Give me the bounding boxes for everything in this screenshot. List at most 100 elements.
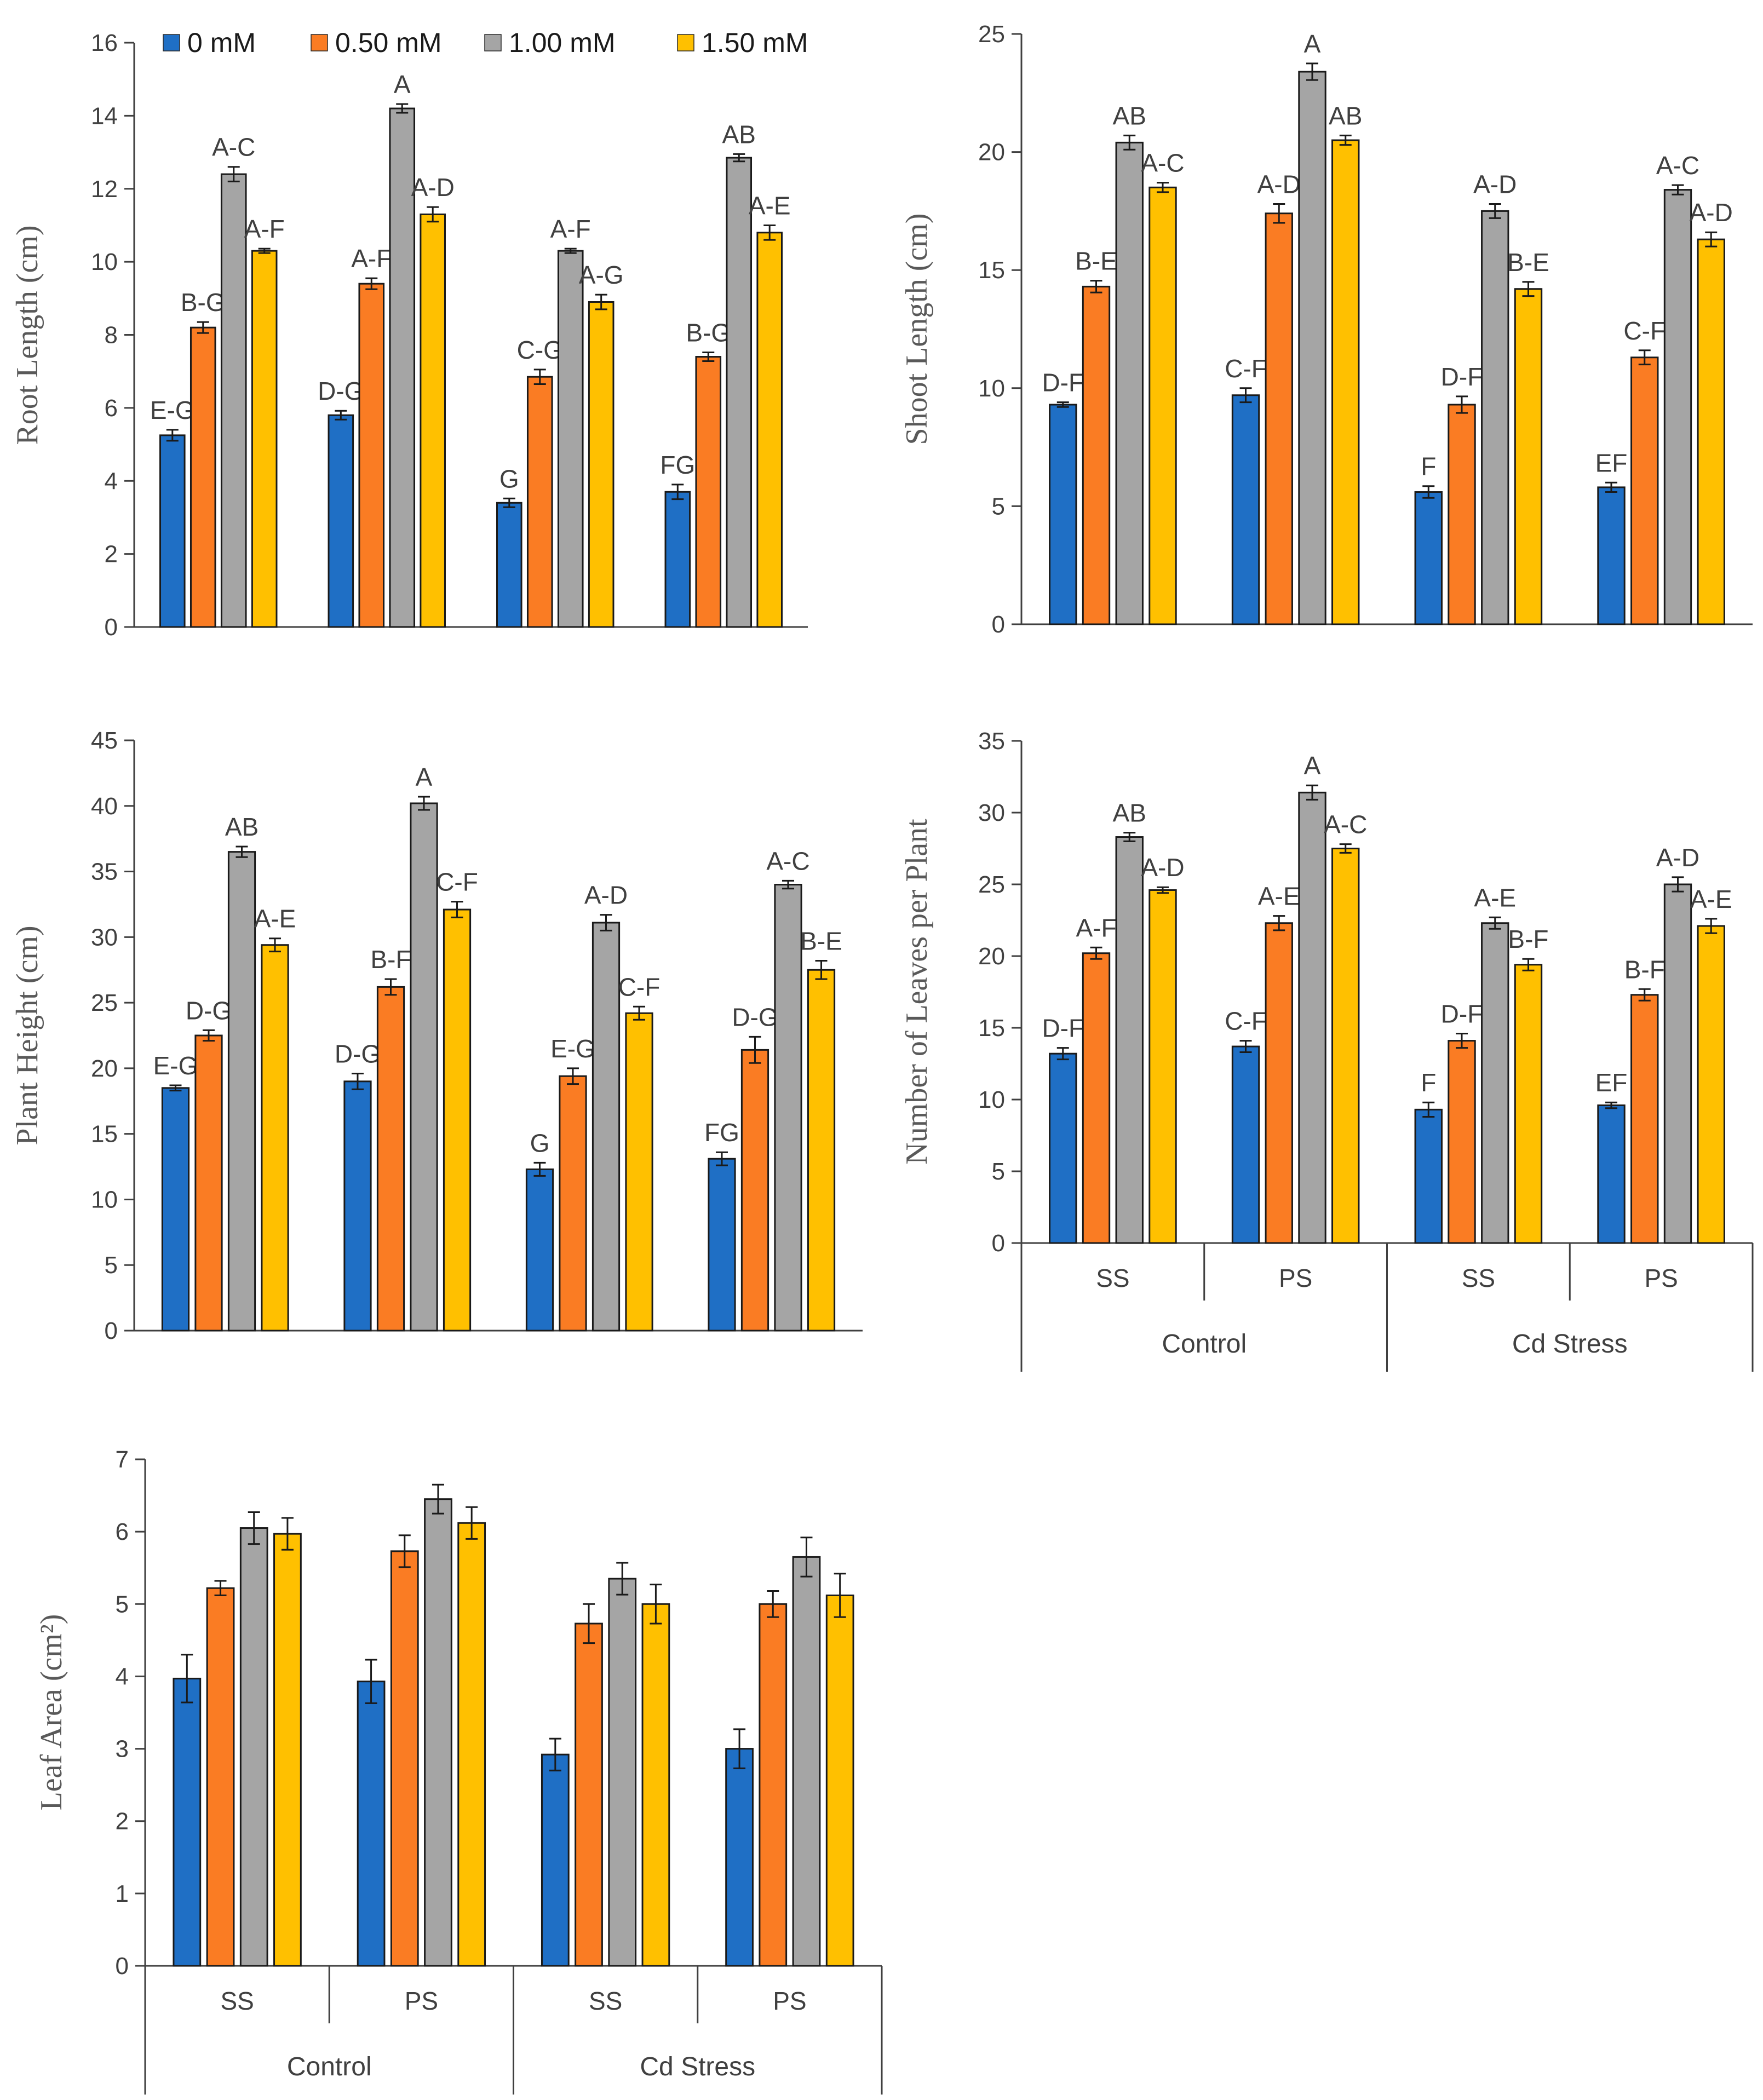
bar	[588, 301, 615, 628]
significance-label: AB	[225, 813, 259, 841]
bar	[1448, 404, 1476, 625]
condition-label: Control	[287, 2052, 372, 2081]
category-label: PS	[405, 1987, 438, 2015]
bar	[1298, 71, 1326, 625]
y-tick-label: 4	[116, 1663, 129, 1690]
significance-label: B-E	[1075, 247, 1117, 275]
plant-height-chart: 0 5 10 15 20 25 30 35 40 45 Plant Height (cm) E-G D-…	[10, 727, 863, 1344]
significance-label: A-G	[579, 261, 624, 289]
bar	[1697, 238, 1725, 625]
bar	[1597, 486, 1626, 625]
significance-label: B-F	[370, 945, 411, 974]
bar	[726, 157, 753, 628]
legend-swatch	[163, 34, 180, 51]
legend: 0 mM 0.50 mM 1.00 mM 1.50 mM	[163, 27, 808, 58]
bar	[541, 1753, 570, 1967]
bar	[1115, 141, 1144, 625]
significance-label: A-D	[411, 173, 455, 202]
y-tick-label: 16	[91, 30, 118, 56]
bar	[1331, 848, 1360, 1244]
bar	[1630, 994, 1659, 1244]
bar	[358, 283, 385, 628]
bar	[1049, 1052, 1077, 1244]
y-tick-label: 6	[105, 395, 118, 422]
y-tick-label: 25	[978, 21, 1005, 48]
y-tick-label: 30	[91, 924, 118, 951]
significance-label: D-G	[186, 996, 232, 1025]
bar	[740, 1049, 769, 1332]
bar	[1265, 922, 1293, 1244]
bar	[774, 884, 802, 1332]
bar	[159, 434, 186, 628]
root-length-chart: 0 2 4 6 8 10 12 14 16 Root Length (cm) E-G B-G A-C A-…	[10, 30, 808, 641]
significance-label: A-C	[1141, 149, 1184, 177]
y-tick-label: 40	[91, 793, 118, 820]
y-tick-label: 25	[978, 871, 1005, 898]
bar	[1414, 1108, 1443, 1244]
bar	[390, 1550, 419, 1967]
bar	[457, 1522, 486, 1967]
significance-label: A-D	[1257, 170, 1301, 198]
y-tick-label: 0	[992, 1230, 1005, 1257]
significance-label: A	[1304, 30, 1321, 58]
bar	[1630, 356, 1659, 625]
significance-label: B-F	[1508, 925, 1548, 953]
significance-label: G	[530, 1129, 550, 1157]
shoot-length-chart: 0 5 10 15 20 25 Shoot Length (cm) D-F B-E AB A-C C-…	[900, 21, 1753, 638]
bar	[759, 1603, 788, 1967]
y-tick-label: 10	[91, 249, 118, 275]
significance-label: C-F	[1225, 354, 1267, 383]
bar	[357, 1681, 386, 1967]
category-label: SS	[589, 1987, 622, 2015]
bar	[1148, 186, 1177, 625]
bar	[792, 1556, 821, 1967]
significance-label: C-F	[1225, 1007, 1267, 1035]
y-tick-label: 0	[105, 614, 118, 641]
category-label: SS	[220, 1987, 254, 2015]
bar	[825, 1594, 854, 1967]
bar	[1597, 1104, 1626, 1244]
bar	[189, 326, 216, 628]
significance-label: B-G	[686, 319, 731, 347]
bar	[261, 944, 289, 1332]
bar	[1514, 288, 1543, 625]
bar	[424, 1498, 452, 1967]
significance-label: FG	[660, 451, 695, 479]
significance-label: E-G	[550, 1034, 595, 1063]
bar	[251, 250, 278, 628]
significance-label: B-G	[181, 288, 226, 317]
y-tick-label: 10	[978, 375, 1005, 402]
y-tick-label: 8	[105, 322, 118, 349]
significance-label: D-F	[1042, 369, 1084, 397]
y-axis-title: Number of Leaves per Plant	[900, 819, 934, 1165]
significance-label: A-E	[1258, 882, 1300, 911]
significance-label: D-G	[335, 1039, 381, 1068]
bar	[1448, 1040, 1476, 1244]
significance-label: A-D	[1473, 170, 1517, 198]
bar	[496, 502, 522, 628]
condition-label: Control	[1162, 1330, 1247, 1359]
legend-swatch	[311, 34, 328, 51]
legend-label: 0.50 mM	[335, 27, 442, 58]
bar	[575, 1623, 603, 1967]
significance-label: F	[1421, 1068, 1436, 1097]
y-axis-title: Leaf Area (cm²)	[35, 1614, 68, 1811]
bar	[756, 232, 783, 628]
y-tick-label: 2	[116, 1808, 129, 1835]
bar	[695, 356, 722, 628]
significance-label: A-C	[766, 847, 809, 875]
y-tick-label: 15	[978, 257, 1005, 284]
significance-label: A-D	[1656, 843, 1699, 872]
significance-label: B-F	[1624, 955, 1665, 983]
legend-swatch	[484, 34, 502, 51]
bar	[1231, 394, 1260, 625]
significance-label: D-G	[318, 377, 364, 405]
leaves-per-plant-chart: 0 5 10 15 20 25 30 35 Number of Leaves per Plant…	[900, 728, 1754, 1372]
significance-label: E-G	[153, 1051, 198, 1080]
significance-label: D-F	[1042, 1014, 1084, 1043]
significance-label: A-F	[244, 215, 285, 243]
bar	[725, 1748, 754, 1967]
y-tick-label: 12	[91, 176, 118, 203]
bar	[1697, 925, 1725, 1244]
significance-label: A-D	[584, 881, 628, 910]
